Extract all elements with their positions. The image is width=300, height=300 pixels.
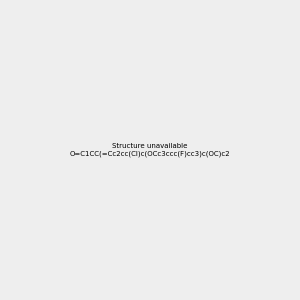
Text: Structure unavailable
O=C1CC(=Cc2cc(Cl)c(OCc3ccc(F)cc3)c(OC)c2: Structure unavailable O=C1CC(=Cc2cc(Cl)c…	[70, 143, 230, 157]
